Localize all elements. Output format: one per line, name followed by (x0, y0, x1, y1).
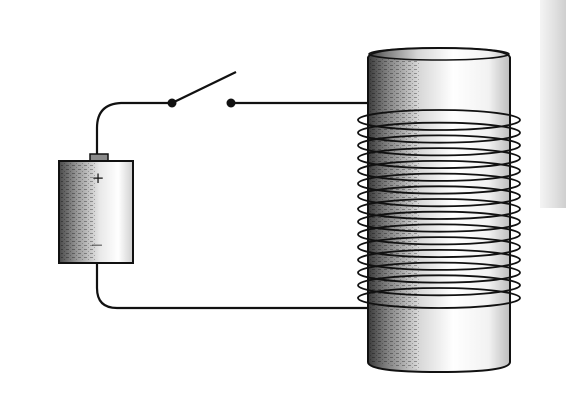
battery-texture (61, 163, 95, 261)
coil-turn (357, 248, 521, 271)
wire-bottom (95, 262, 372, 310)
iron-core-icon (367, 46, 511, 374)
coil-turn (357, 274, 521, 297)
coil-turn (357, 287, 521, 309)
coil-turn (357, 185, 521, 208)
page-edge-shadow (540, 0, 566, 208)
coil-turn (357, 147, 521, 170)
wire-coil-icon (357, 109, 521, 309)
coil-turn (357, 109, 521, 131)
open-switch-icon (167, 71, 237, 108)
coil-turn (357, 210, 521, 233)
core-top-rim (368, 47, 510, 61)
coil-turn (357, 134, 521, 157)
coil-turn (357, 121, 521, 144)
coil-turn (357, 261, 521, 284)
coil-turn (357, 236, 521, 259)
switch-contact-left (167, 98, 177, 108)
switch-blade (171, 71, 237, 104)
battery-icon: + — (58, 153, 134, 264)
coil-turn (357, 198, 521, 220)
battery-negative-label: — (92, 238, 103, 251)
circuit-wire (95, 101, 372, 310)
switch-contact-right (226, 98, 236, 108)
coil-turn (357, 172, 521, 195)
coil-turn (357, 159, 521, 182)
battery-positive-label: + (92, 169, 105, 187)
wire-top-left (95, 101, 172, 156)
coil-turn (357, 223, 521, 246)
